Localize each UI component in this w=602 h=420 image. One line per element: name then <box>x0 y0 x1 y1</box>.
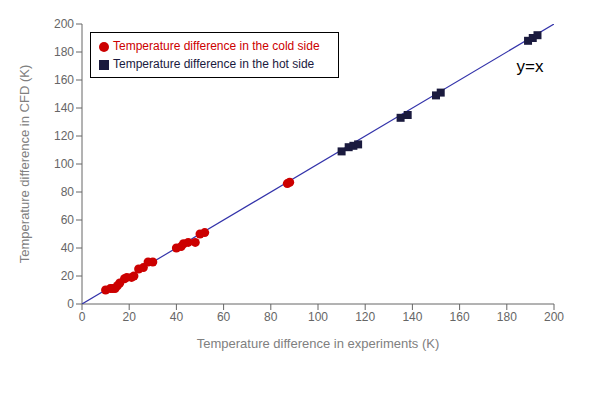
svg-text:20: 20 <box>61 269 75 283</box>
svg-text:160: 160 <box>450 310 470 324</box>
svg-text:100: 100 <box>308 310 328 324</box>
svg-text:200: 200 <box>54 17 74 31</box>
svg-text:0: 0 <box>79 310 86 324</box>
svg-text:140: 140 <box>402 310 422 324</box>
svg-text:60: 60 <box>61 213 75 227</box>
svg-text:Temperature difference in expe: Temperature difference in experiments (K… <box>197 336 440 351</box>
html-text:Temperature difference in the: Temperature difference in the hot side <box>113 57 315 71</box>
svg-text:180: 180 <box>54 45 74 59</box>
svg-text:80: 80 <box>264 310 278 324</box>
svg-text:80: 80 <box>61 185 75 199</box>
svg-text:y=x: y=x <box>517 57 544 76</box>
svg-text:0: 0 <box>67 297 74 311</box>
svg-text:Temperature difference in CFD: Temperature difference in CFD (K) <box>17 65 32 263</box>
svg-text:200: 200 <box>544 310 564 324</box>
svg-text:60: 60 <box>217 310 231 324</box>
html-text:Temperature difference in the: Temperature difference in the cold side <box>113 39 320 53</box>
svg-text:40: 40 <box>61 241 75 255</box>
svg-text:120: 120 <box>355 310 375 324</box>
svg-text:180: 180 <box>497 310 517 324</box>
svg-text:120: 120 <box>54 129 74 143</box>
svg-text:100: 100 <box>54 157 74 171</box>
svg-text:20: 20 <box>123 310 137 324</box>
svg-text:140: 140 <box>54 101 74 115</box>
svg-text:40: 40 <box>170 310 184 324</box>
svg-text:160: 160 <box>54 73 74 87</box>
